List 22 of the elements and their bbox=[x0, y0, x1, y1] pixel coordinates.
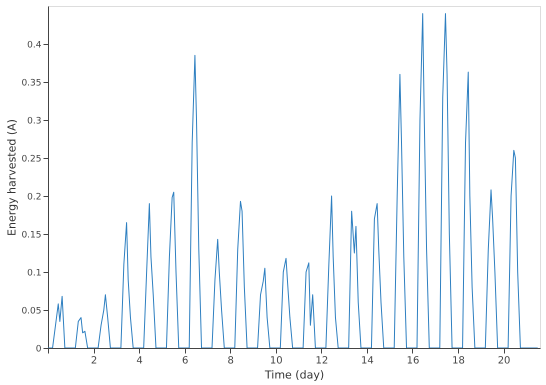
y-tick-label: 0.25 bbox=[21, 154, 42, 164]
x-tick-label: 10 bbox=[270, 356, 283, 366]
y-tick-label: 0.15 bbox=[21, 230, 42, 240]
x-tick-label: 14 bbox=[361, 356, 374, 366]
y-axis-title: Energy harvested (A) bbox=[5, 119, 18, 236]
y-tick-label: 0 bbox=[36, 344, 42, 354]
x-tick-label: 6 bbox=[182, 356, 188, 366]
x-tick-label: 12 bbox=[315, 356, 328, 366]
x-axis-title: Time (day) bbox=[264, 368, 324, 382]
y-tick-label: 0.1 bbox=[27, 268, 42, 278]
x-tick-label: 4 bbox=[136, 356, 143, 366]
y-tick-label: 0.35 bbox=[21, 78, 42, 88]
x-tick-label: 16 bbox=[406, 356, 420, 366]
line-series bbox=[48, 13, 538, 348]
x-tick-label: 20 bbox=[498, 356, 510, 366]
x-tick-label: 18 bbox=[452, 356, 465, 366]
y-tick-label: 0.4 bbox=[27, 40, 42, 50]
x-tick-label: 8 bbox=[228, 356, 234, 366]
y-tick-label: 0.2 bbox=[27, 192, 42, 202]
x-tick-label: 2 bbox=[90, 356, 98, 366]
y-tick-label: 0.05 bbox=[21, 306, 42, 316]
y-tick-label: 0.3 bbox=[27, 116, 42, 126]
